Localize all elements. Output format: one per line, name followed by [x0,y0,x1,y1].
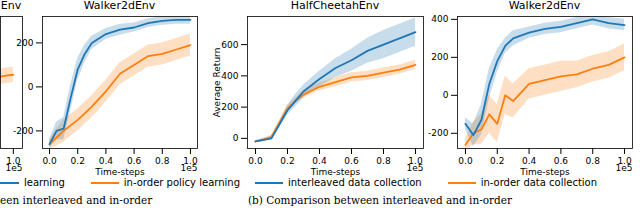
svg-text:0.4: 0.4 [522,156,537,166]
html-text:Walker2dEnv: Walker2dEnv [508,0,581,12]
svg-text:200: 200 [221,102,238,112]
svg-text:0.0: 0.0 [42,156,57,166]
svg-text:0.6: 0.6 [554,156,569,166]
svg-text:400: 400 [431,14,448,24]
svg-text:0.8: 0.8 [155,156,170,166]
html-text:Walker2dEnv: Walker2dEnv [83,0,156,12]
svg-text:400: 400 [221,71,238,81]
svg-text:0.8: 0.8 [376,156,391,166]
svg-text:0.8: 0.8 [586,156,601,166]
svg-text:1.0: 1.0 [183,155,198,166]
html-text:learning: learning [24,177,65,188]
svg-text:0: 0 [233,133,239,143]
svg-text:0.4: 0.4 [312,156,327,166]
svg-text:0: 0 [443,90,449,100]
svg-text:1.0: 1.0 [408,155,423,166]
svg-text:1e5: 1e5 [6,163,23,173]
html-text:Env: Env [0,0,22,12]
svg-text:600: 600 [221,39,238,49]
svg-text:-200: -200 [428,128,449,138]
html-text:interleaved data collection: interleaved data collection [288,177,422,188]
svg-text:0.2: 0.2 [490,156,504,166]
html-text:HalfCheetahEnv: HalfCheetahEnv [290,0,380,12]
svg-text:0.2: 0.2 [280,156,294,166]
svg-text:1e5: 1e5 [181,163,198,173]
svg-text:0: 0 [28,82,34,92]
svg-text:Average Return: Average Return [212,48,222,118]
html-text:(b) Comparison between interle: (b) Comparison between interleaved and i… [248,194,513,206]
html-text:in-order policy learning: in-order policy learning [123,177,240,188]
svg-text:200: 200 [431,52,448,62]
svg-text:1e5: 1e5 [616,163,633,173]
html-text:in-order data collection: in-order data collection [480,177,598,188]
svg-text:1e5: 1e5 [407,163,424,173]
svg-text:Time-steps: Time-steps [94,167,145,177]
svg-text:0.6: 0.6 [344,156,359,166]
svg-text:200: 200 [16,38,33,48]
svg-text:0.0: 0.0 [248,156,263,166]
svg-text:-200: -200 [13,126,34,136]
svg-text:Time-steps: Time-steps [519,167,570,177]
svg-text:0.6: 0.6 [127,156,142,166]
svg-text:1.0: 1.0 [617,155,632,166]
svg-text:0.0: 0.0 [458,156,473,166]
html-text:een interleaved and in-order: een interleaved and in-order [0,194,153,206]
svg-text:1.0: 1.0 [6,155,21,166]
svg-text:Time-steps: Time-steps [310,167,361,177]
svg-text:0.2: 0.2 [71,156,85,166]
svg-text:0.4: 0.4 [99,156,114,166]
